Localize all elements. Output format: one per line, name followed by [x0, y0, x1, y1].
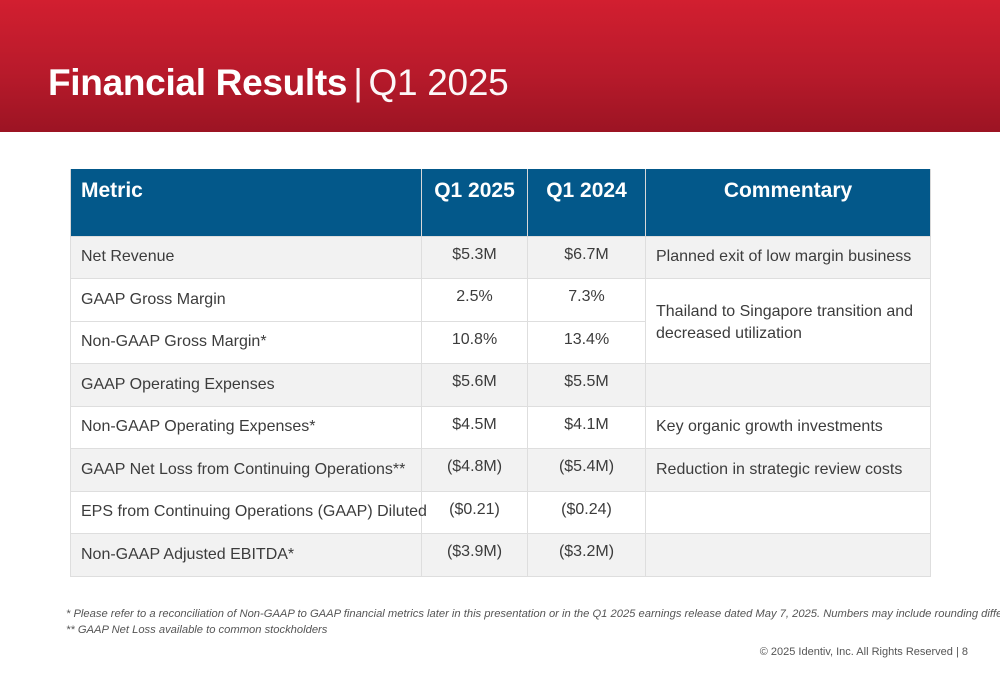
- footnotes: * Please refer to a reconciliation of No…: [66, 606, 1000, 638]
- table-row: Non-GAAP Gross Margin* 10.8% 13.4%: [70, 320, 931, 364]
- commentary-cell: Planned exit of low margin business: [645, 235, 931, 279]
- q1-2025-cell: 10.8%: [421, 320, 528, 364]
- table-row: GAAP Operating Expenses $5.6M $5.5M: [70, 363, 931, 407]
- table-row: Non-GAAP Adjusted EBITDA* ($3.9M) ($3.2M…: [70, 533, 931, 577]
- q1-2025-cell: ($3.9M): [421, 533, 528, 577]
- metric-cell: Non-GAAP Gross Margin*: [70, 320, 422, 364]
- metric-cell: Net Revenue: [70, 235, 422, 279]
- title-separator: |: [353, 62, 363, 103]
- metric-cell: Non-GAAP Operating Expenses*: [70, 405, 422, 449]
- table-header-row: Metric Q1 2025 Q1 2024 Commentary: [70, 169, 931, 236]
- table-row: GAAP Net Loss from Continuing Operations…: [70, 448, 931, 492]
- commentary-cell: Reduction in strategic review costs: [645, 448, 931, 492]
- q1-2024-cell: $5.5M: [527, 363, 646, 407]
- footnote-net-loss: ** GAAP Net Loss available to common sto…: [66, 624, 328, 636]
- header-band: [0, 0, 1000, 132]
- page-title: Financial Results | Q1 2025: [48, 58, 509, 108]
- table-row: Non-GAAP Operating Expenses* $4.5M $4.1M…: [70, 405, 931, 449]
- page-title-main: Financial Results: [48, 62, 348, 103]
- q1-2024-cell: $6.7M: [527, 235, 646, 279]
- commentary-cell: [645, 490, 931, 534]
- commentary-cell: [645, 363, 931, 407]
- q1-2025-cell: $5.6M: [421, 363, 528, 407]
- q1-2025-cell: ($4.8M): [421, 448, 528, 492]
- q1-2025-cell: $5.3M: [421, 235, 528, 279]
- metric-cell: GAAP Operating Expenses: [70, 363, 422, 407]
- column-header-metric: Metric: [70, 169, 422, 236]
- q1-2024-cell: $4.1M: [527, 405, 646, 449]
- metric-cell: EPS from Continuing Operations (GAAP) Di…: [70, 490, 427, 534]
- q1-2025-cell: ($0.21): [421, 490, 528, 534]
- page-title-period: Q1 2025: [368, 62, 509, 103]
- q1-2025-cell: $4.5M: [421, 405, 528, 449]
- table-row: GAAP Gross Margin 2.5% 7.3% Thailand to …: [70, 278, 931, 364]
- q1-2024-cell: ($3.2M): [527, 533, 646, 577]
- commentary-cell: [645, 533, 931, 577]
- q1-2024-cell: 13.4%: [527, 320, 646, 364]
- metric-cell: GAAP Gross Margin: [70, 278, 422, 322]
- metric-cell: GAAP Net Loss from Continuing Operations…: [70, 448, 422, 492]
- metric-cell: Non-GAAP Adjusted EBITDA*: [70, 533, 422, 577]
- copyright-footer: © 2025 Identiv, Inc. All Rights Reserved…: [759, 646, 968, 658]
- q1-2024-cell: 7.3%: [527, 278, 646, 322]
- financial-results-table: Metric Q1 2025 Q1 2024 Commentary Net Re…: [70, 169, 931, 577]
- commentary-cell: Thailand to Singapore transition and dec…: [645, 278, 931, 364]
- table-row: Net Revenue $5.3M $6.7M Planned exit of …: [70, 235, 931, 279]
- column-header-q1-2024: Q1 2024: [527, 169, 646, 236]
- q1-2024-cell: ($5.4M): [527, 448, 646, 492]
- footnote-non-gaap: * Please refer to a reconciliation of No…: [66, 608, 1000, 620]
- commentary-cell: Key organic growth investments: [645, 405, 931, 449]
- column-header-commentary: Commentary: [645, 169, 931, 236]
- q1-2024-cell: ($0.24): [527, 490, 646, 534]
- column-header-q1-2025: Q1 2025: [421, 169, 528, 236]
- table-row: EPS from Continuing Operations (GAAP) Di…: [70, 490, 931, 534]
- q1-2025-cell: 2.5%: [421, 278, 528, 322]
